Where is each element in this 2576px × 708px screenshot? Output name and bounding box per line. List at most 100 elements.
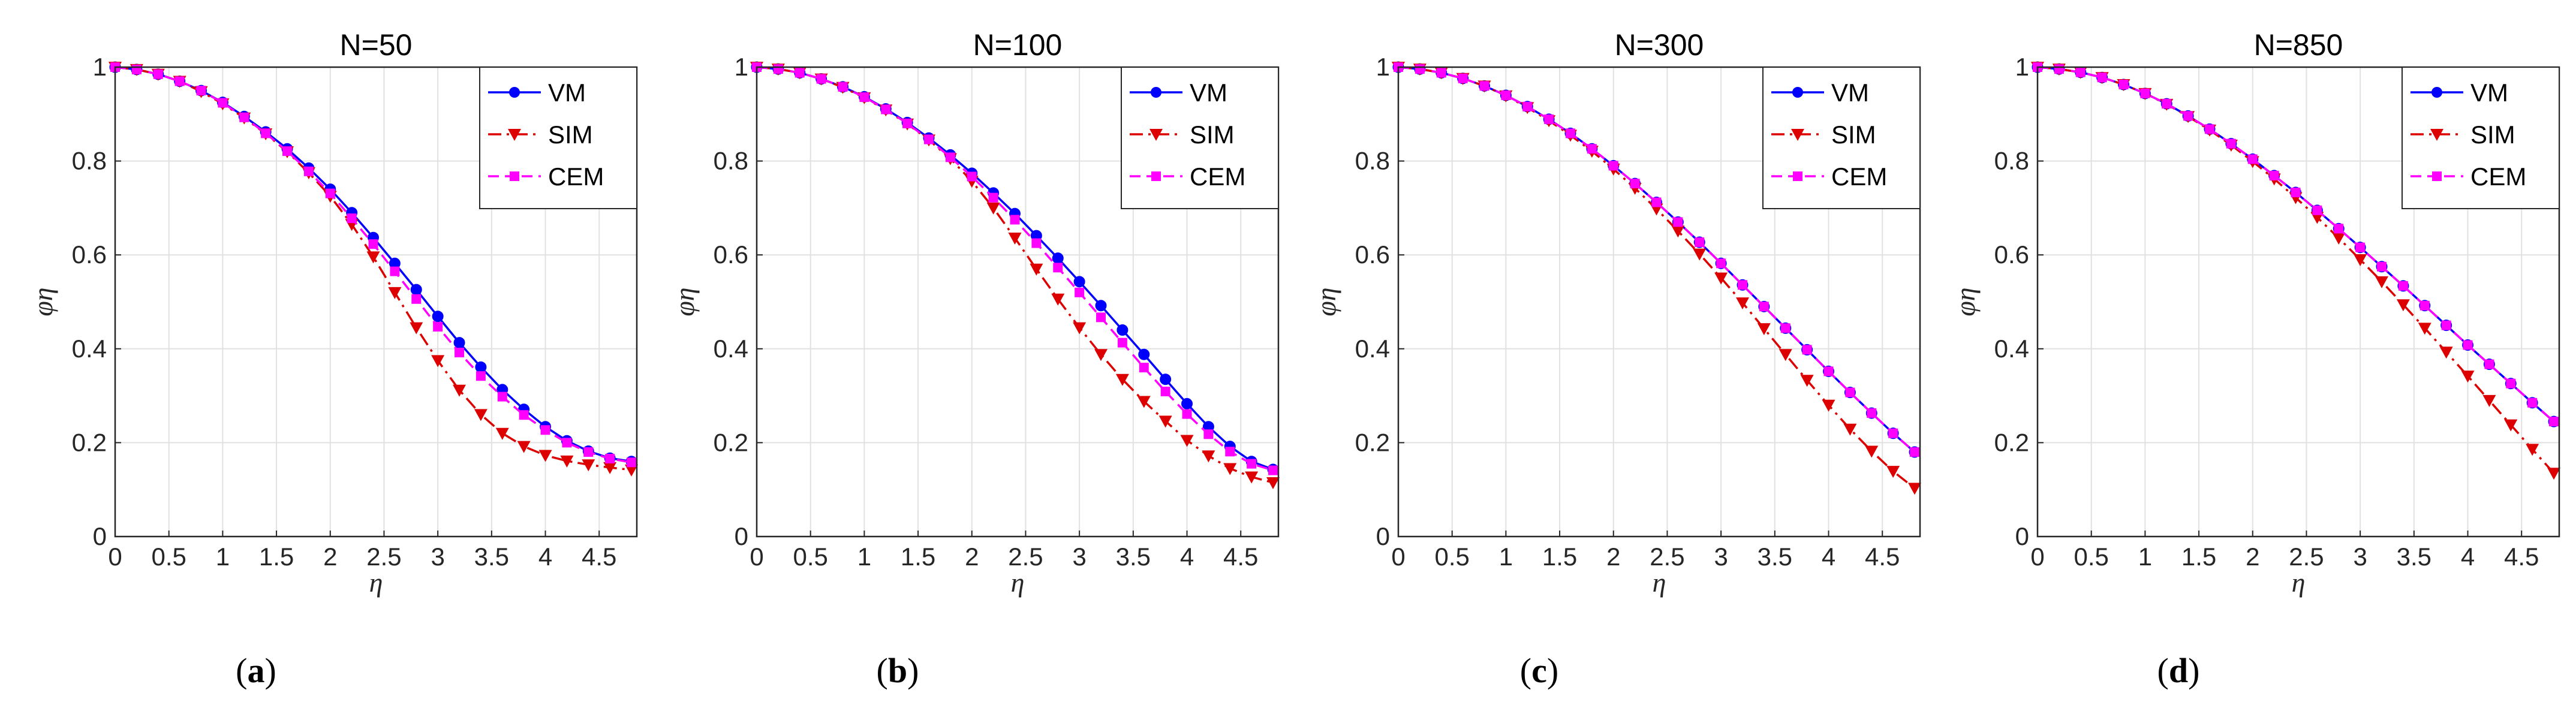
x-tick-label: 2.5	[366, 543, 401, 571]
data-point-sim	[1822, 399, 1835, 412]
data-point-cem	[497, 391, 507, 402]
x-tick-label: 0	[108, 543, 122, 571]
chart-title: N=850	[2254, 28, 2343, 62]
chart-panel-b: 0 0.5 1 1.5 2 2.5 3 3.5 4 4.5 0 0.2 0.4 0.6 0.8 1 N=100 η…	[669, 28, 1280, 690]
data-point-sim	[1671, 225, 1685, 238]
x-tick-label: 3	[431, 543, 444, 571]
data-point-cem	[1673, 217, 1683, 227]
x-tick-label: 1	[2138, 543, 2152, 571]
legend-label-cem: CEM	[1190, 162, 1245, 191]
chart-panel-d: 0 0.5 1 1.5 2 2.5 3 3.5 4 4.5 0 0.2 0.4 0.6 0.8 1 N=850 η…	[1950, 28, 2561, 690]
data-point-sim	[1030, 263, 1043, 276]
data-point-cem	[519, 410, 529, 420]
x-tick-label: 0	[750, 543, 763, 571]
legend-label-sim: SIM	[2470, 120, 2515, 149]
data-point-sim	[366, 251, 380, 264]
data-point-cem	[1780, 323, 1790, 333]
y-tick-label: 0	[2015, 522, 2029, 550]
data-point-sim	[2396, 299, 2410, 312]
data-point-cem	[1010, 215, 1020, 225]
data-point-cem	[1867, 408, 1877, 418]
panel-label: (d)	[2157, 651, 2200, 690]
y-axis-label: φη	[1950, 287, 1981, 316]
data-point-sim	[1094, 349, 1108, 361]
data-point-sim	[1158, 415, 1172, 428]
data-point-cem	[1608, 161, 1618, 171]
data-point-cem	[2355, 242, 2366, 252]
legend-label-cem: CEM	[2470, 162, 2526, 191]
data-point-sim	[1800, 375, 1814, 387]
panel-label-paren: )	[1547, 651, 1558, 690]
data-point-cem	[967, 171, 977, 182]
data-point-cem	[1415, 64, 1425, 74]
data-point-sim	[1886, 466, 1900, 478]
legend-label-vm: VM	[1190, 79, 1227, 107]
x-tick-label: 1.5	[901, 543, 935, 571]
data-point-cem	[902, 118, 913, 128]
x-tick-label: 1.5	[1542, 543, 1577, 571]
legend-label-sim: SIM	[1190, 120, 1235, 149]
y-tick-label: 0.4	[1355, 335, 1390, 363]
data-point-cem	[2097, 73, 2107, 83]
y-tick-label: 0.4	[1994, 335, 2029, 363]
chart-title: N=100	[973, 28, 1063, 62]
data-point-vm	[1138, 348, 1150, 360]
data-point-sim	[603, 462, 617, 474]
legend-label-vm: VM	[1831, 79, 1869, 107]
y-axis-label: φη	[669, 287, 700, 316]
data-point-sim	[1778, 349, 1792, 361]
data-point-cem	[1117, 338, 1127, 348]
data-point-cem	[1544, 114, 1554, 124]
x-tick-label: 4.5	[1865, 543, 1900, 571]
data-point-vm	[432, 311, 444, 323]
axes-box	[1397, 66, 1921, 538]
x-tick-label: 1	[216, 543, 230, 571]
data-point-cem	[1436, 68, 1446, 78]
data-point-sim	[1073, 322, 1087, 335]
data-point-sim	[2332, 233, 2346, 245]
data-point-cem	[1695, 237, 1705, 248]
x-tick-label: 2.5	[2289, 543, 2324, 571]
axes-box	[2036, 66, 2560, 538]
data-point-cem	[2205, 124, 2215, 134]
data-point-sim	[1908, 483, 1922, 495]
x-tick-label: 0	[1391, 543, 1405, 571]
data-point-sim	[625, 464, 639, 477]
data-point-sim	[1843, 423, 1857, 436]
data-point-cem	[2118, 79, 2129, 89]
panel-label-letter: a	[248, 651, 265, 690]
data-point-cem	[881, 104, 891, 115]
data-point-sim	[2526, 444, 2539, 456]
data-point-cem	[1759, 302, 1769, 312]
panel-label: (a)	[236, 651, 276, 690]
legend-box	[479, 67, 637, 209]
panel-label-letter: d	[2169, 651, 2188, 690]
y-tick-label: 0.4	[714, 335, 748, 363]
data-point-cem	[540, 425, 550, 435]
chart-title: N=50	[340, 28, 413, 62]
data-point-cem	[1268, 465, 1278, 475]
x-tick-label: 3	[1714, 543, 1728, 571]
legend-marker-sim	[2430, 129, 2443, 141]
y-tick-label: 0.6	[72, 240, 107, 269]
data-point-cem	[795, 68, 805, 78]
legend: VM SIM CEM	[1762, 67, 1921, 209]
data-point-cem	[1802, 345, 1812, 355]
data-point-sim	[2418, 323, 2431, 335]
data-point-sim	[582, 459, 595, 472]
legend: VM SIM CEM	[479, 67, 637, 209]
x-tick-label: 1.5	[2181, 543, 2216, 571]
data-point-cem	[1075, 287, 1085, 297]
data-point-cem	[325, 188, 335, 198]
panel-label: (b)	[877, 651, 919, 690]
chart-panel-a: 0 0.5 1 1.5 2 2.5 3 3.5 4 4.5 0 0.2 0.4 0.6 0.8 1 N=50 η φ…	[28, 28, 639, 690]
data-point-sim	[1865, 445, 1879, 458]
legend-label-vm: VM	[2470, 79, 2508, 107]
legend-marker-cem	[510, 171, 519, 181]
data-point-cem	[455, 348, 465, 358]
x-tick-label: 4.5	[1223, 543, 1258, 571]
panel-label: (c)	[1520, 651, 1558, 690]
panel-label-letter: c	[1531, 651, 1547, 690]
x-tick-label: 2	[1606, 543, 1620, 571]
chart-panel-c: 0 0.5 1 1.5 2 2.5 3 3.5 4 4.5 0 0.2 0.4 0.6 0.8 1 N=300 η…	[1311, 28, 1922, 690]
